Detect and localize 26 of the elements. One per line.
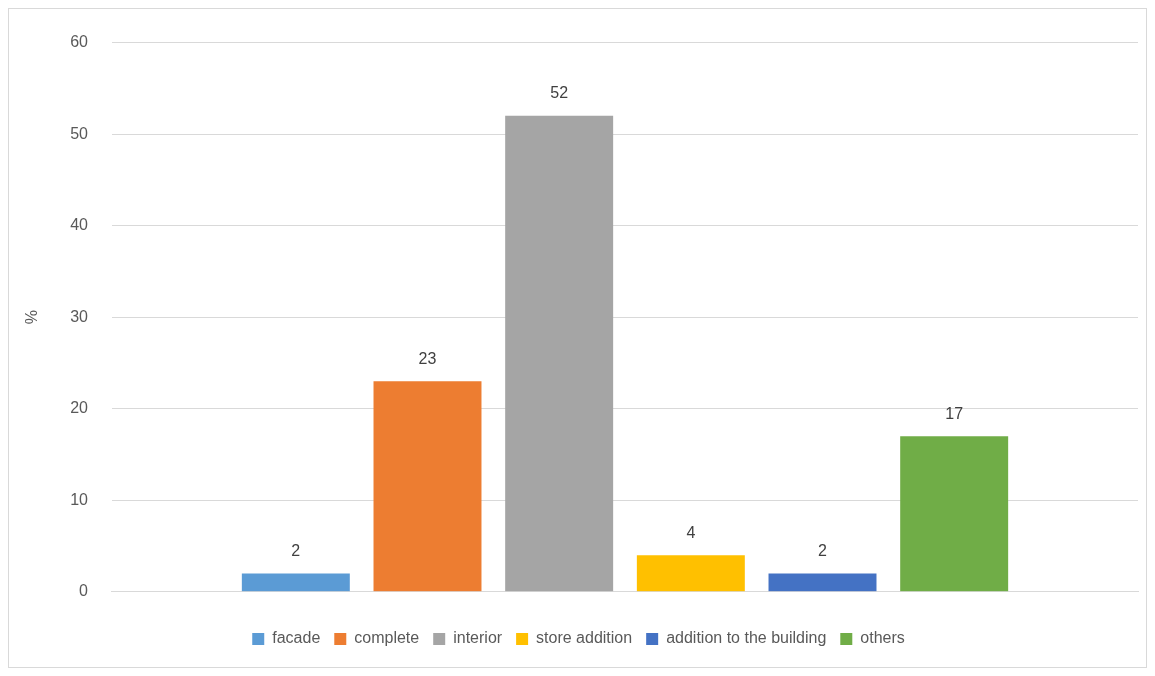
bar bbox=[768, 573, 877, 592]
bar bbox=[900, 436, 1009, 592]
data-label: 2 bbox=[291, 541, 301, 559]
y-tick-label: 0 bbox=[79, 582, 89, 600]
data-label: 2 bbox=[818, 541, 828, 559]
legend-label: complete bbox=[354, 629, 420, 647]
y-tick-label: 40 bbox=[70, 216, 89, 234]
legend-label: addition to the building bbox=[666, 629, 827, 647]
bar bbox=[241, 573, 350, 592]
y-tick-label: 20 bbox=[70, 399, 89, 417]
data-label: 4 bbox=[686, 523, 696, 541]
legend-label: others bbox=[860, 629, 905, 647]
y-tick-label: 60 bbox=[70, 33, 89, 51]
bar bbox=[636, 555, 745, 592]
legend-label: store addition bbox=[536, 629, 633, 647]
data-label: 23 bbox=[418, 349, 437, 367]
legend-label: interior bbox=[453, 629, 503, 647]
data-label: 17 bbox=[945, 404, 964, 422]
bar bbox=[505, 115, 614, 592]
y-axis-title: % bbox=[23, 310, 41, 325]
y-tick-label: 50 bbox=[70, 124, 89, 142]
legend-label: facade bbox=[272, 629, 321, 647]
y-tick-label: 10 bbox=[70, 490, 89, 508]
data-label: 52 bbox=[550, 84, 569, 102]
bar bbox=[373, 381, 482, 592]
y-tick-label: 30 bbox=[70, 307, 89, 325]
